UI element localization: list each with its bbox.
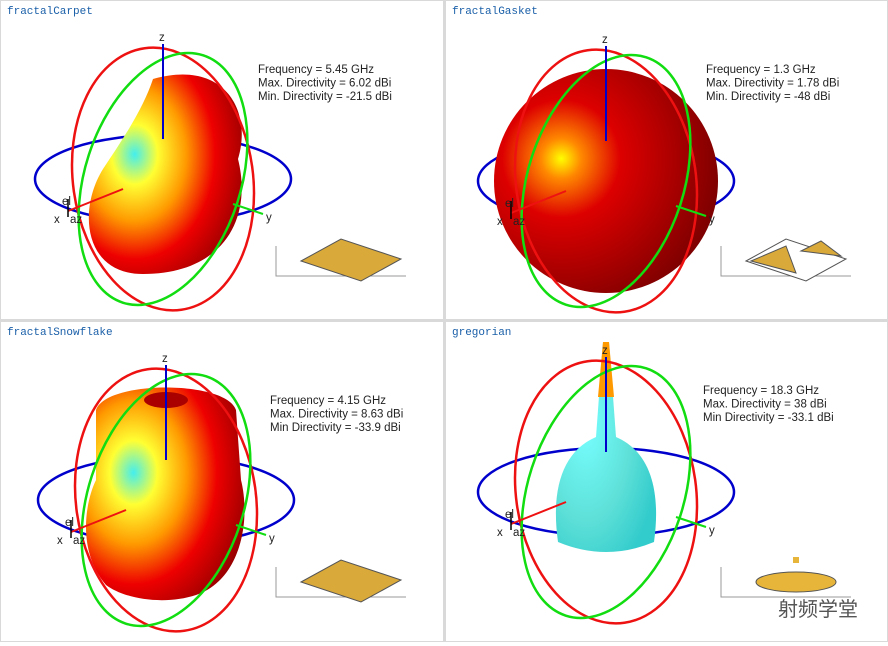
info-line: Min Directivity = -33.9 dBi — [270, 422, 401, 434]
panel: fractalSnowflake z y x el az Frequency = 4.15 … — [1, 322, 443, 641]
ring-green — [77, 51, 249, 307]
ring-green — [520, 53, 692, 309]
antenna — [299, 238, 403, 282]
info-line: Frequency = 1.3 GHz — [706, 64, 816, 76]
axis-y — [675, 516, 707, 528]
axis-label: el — [505, 509, 514, 521]
antenna — [755, 571, 837, 593]
axis-label: az — [513, 216, 525, 228]
info-line: Frequency = 18.3 GHz — [703, 385, 819, 397]
ring-red — [70, 46, 256, 312]
pattern — [86, 387, 245, 601]
info-line: Max. Directivity = 1.78 dBi — [706, 78, 839, 90]
ring-red — [513, 359, 699, 625]
axis-label: az — [73, 535, 85, 547]
panel: gregorian z y x el az Frequency = 18.3 GHz Max.… — [446, 322, 887, 641]
watermark: 射频学堂 — [778, 597, 858, 621]
axis-x — [510, 190, 567, 214]
axis-x — [67, 188, 124, 212]
axis-label: x — [497, 527, 503, 539]
info-line: Max. Directivity = 8.63 dBi — [270, 409, 403, 421]
axis-label: el — [62, 196, 71, 208]
info-line: Max. Directivity = 6.02 dBi — [258, 78, 391, 90]
antenna — [744, 238, 848, 282]
axis-label: z — [602, 345, 608, 357]
info-line: Frequency = 5.45 GHz — [258, 64, 374, 76]
panel: fractalGasket z y x el az Frequency = 1.3 GHz M… — [446, 1, 887, 319]
pattern — [494, 69, 718, 293]
axis-label: y — [709, 525, 715, 537]
info-line: Min Directivity = -33.1 dBi — [703, 412, 834, 424]
axis-x — [510, 501, 567, 525]
panel-title: fractalSnowflake — [7, 327, 113, 339]
panel-title: gregorian — [452, 327, 512, 339]
axis-y — [235, 524, 267, 536]
info-line: Frequency = 4.15 GHz — [270, 395, 386, 407]
pattern-plot: z y xel az Frequency = 4.15 GHz Max. Directiv… — [36, 353, 406, 633]
pattern — [88, 74, 242, 274]
panel-title: fractalCarpet — [7, 6, 93, 18]
panel: fractalCarpet z y x el az Frequency = 5.45 GHz… — [1, 1, 443, 319]
axis-label: y — [266, 212, 272, 224]
axis-label: z — [602, 34, 608, 46]
ring-red — [73, 367, 259, 633]
axis-label: x — [54, 214, 60, 226]
axis-label: az — [70, 214, 82, 226]
info-line: Min. Directivity = -48 dBi — [706, 91, 830, 103]
antenna-tri — [749, 240, 843, 274]
axis-label: x — [497, 216, 503, 228]
ring-red — [513, 48, 699, 314]
axis-label: z — [159, 32, 165, 44]
axis-label: x — [57, 535, 63, 547]
axis-label: az — [513, 527, 525, 539]
axis-label: y — [709, 214, 715, 226]
axis-x — [70, 509, 127, 533]
axis-label: y — [269, 533, 275, 545]
pattern-plot: z y xel az Frequency = 5.45 GHz Max. Directiv… — [33, 32, 406, 312]
axis-label: el — [505, 198, 514, 210]
antenna-feed — [793, 557, 799, 563]
axis-label: z — [162, 353, 168, 365]
axis-y — [675, 205, 707, 217]
info-line: Max. Directivity = 38 dBi — [703, 399, 827, 411]
panel-title: fractalGasket — [452, 6, 538, 18]
pattern-plot: z y xel az Frequency = 1.3 GHz Max. Directivi… — [476, 34, 851, 314]
ring-green — [520, 364, 692, 620]
axis-label: el — [65, 517, 74, 529]
ring-green — [80, 372, 252, 628]
antenna — [299, 559, 403, 603]
axis-y — [232, 203, 264, 215]
pattern-plot: z y xel az Frequency = 18.3 GHz Max. Directiv… — [476, 342, 851, 625]
info-line: Min. Directivity = -21.5 dBi — [258, 91, 392, 103]
antenna-box — [720, 567, 851, 598]
